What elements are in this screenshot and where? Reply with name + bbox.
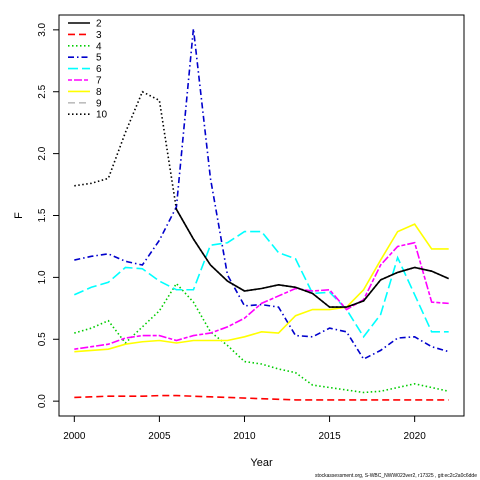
- legend-label: 8: [96, 87, 102, 98]
- x-tick-label: 2005: [148, 431, 171, 442]
- legend-label: 9: [96, 98, 102, 109]
- source-footnote: stockassessment.org, S-WBC_NWW023ver2, r…: [314, 473, 477, 479]
- series-line-4: [74, 282, 449, 394]
- series-lines: [73, 28, 450, 401]
- plot-frame: [58, 14, 465, 417]
- y-tick-label: 0.5: [37, 332, 48, 346]
- legend-label: 10: [96, 110, 108, 121]
- series-line-3: [74, 394, 449, 401]
- legend-label: 2: [96, 19, 102, 30]
- y-tick-label: 2.5: [37, 84, 48, 98]
- series-line-7: [74, 241, 449, 350]
- legend-label: 7: [96, 76, 102, 87]
- y-tick-label: 1.0: [37, 270, 48, 284]
- x-tick-label: 2010: [233, 431, 256, 442]
- legend-label: 6: [96, 64, 102, 75]
- plot-border: [58, 14, 465, 417]
- x-tick-label: 2000: [63, 431, 86, 442]
- series-line-10: [74, 90, 450, 308]
- x-tick-label: 2020: [404, 431, 427, 442]
- legend-label: 3: [96, 30, 102, 41]
- x-tick-label: 2015: [318, 431, 341, 442]
- y-tick-label: 0.0: [37, 394, 48, 408]
- y-axis: 0.0 0.5 1.0 1.5 2.0 2.5 3.0: [37, 22, 60, 408]
- x-axis-label: Year: [250, 457, 273, 469]
- y-tick-label: 3.0: [37, 22, 48, 36]
- series-line-2b: [175, 208, 450, 308]
- legend-label: 4: [96, 41, 102, 52]
- series-line-8: [74, 223, 449, 353]
- y-tick-label: 2.0: [37, 146, 48, 160]
- y-tick-label: 1.5: [37, 208, 48, 222]
- series-line-5: [74, 28, 449, 361]
- y-axis-label: F: [13, 212, 25, 219]
- series-line-6: [73, 230, 449, 339]
- x-axis: 2000 2005 2010 2015 2020: [63, 415, 427, 442]
- legend-label: 5: [96, 53, 102, 64]
